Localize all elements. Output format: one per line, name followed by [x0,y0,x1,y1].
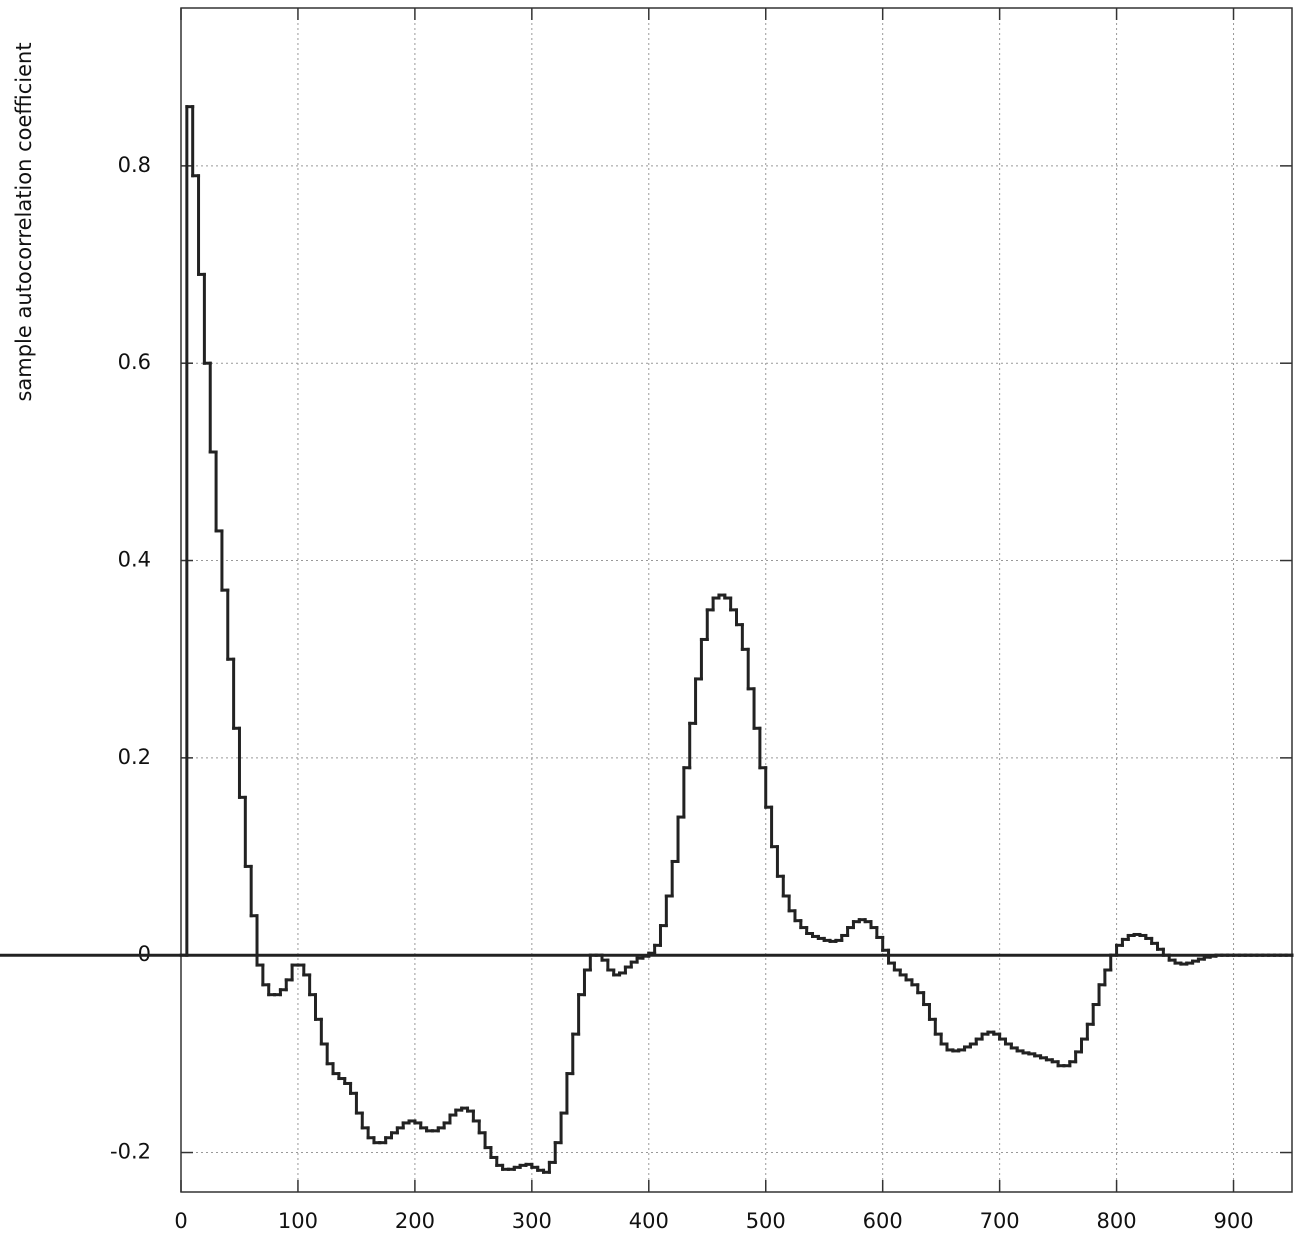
y-tick-label: 0.2 [118,745,151,769]
y-tick-label: 0.6 [118,350,151,374]
x-tick-label: 200 [395,1209,435,1233]
x-tick-label: 400 [629,1209,669,1233]
x-tick-label: 800 [1097,1209,1137,1233]
y-tick-label: -0.2 [110,1140,151,1164]
x-tick-label: 100 [278,1209,318,1233]
y-tick-label: 0.8 [118,153,151,177]
y-axis-label: sample autocorrelation coefficient [12,42,36,401]
x-tick-label: 0 [174,1209,187,1233]
x-tick-label: 300 [512,1209,552,1233]
x-tick-label: 900 [1213,1209,1253,1233]
x-tick-label: 700 [980,1209,1020,1233]
x-tick-label: 600 [863,1209,903,1233]
x-tick-label: 500 [746,1209,786,1233]
y-tick-label: 0.4 [118,548,151,572]
plot-frame [180,7,1293,1193]
